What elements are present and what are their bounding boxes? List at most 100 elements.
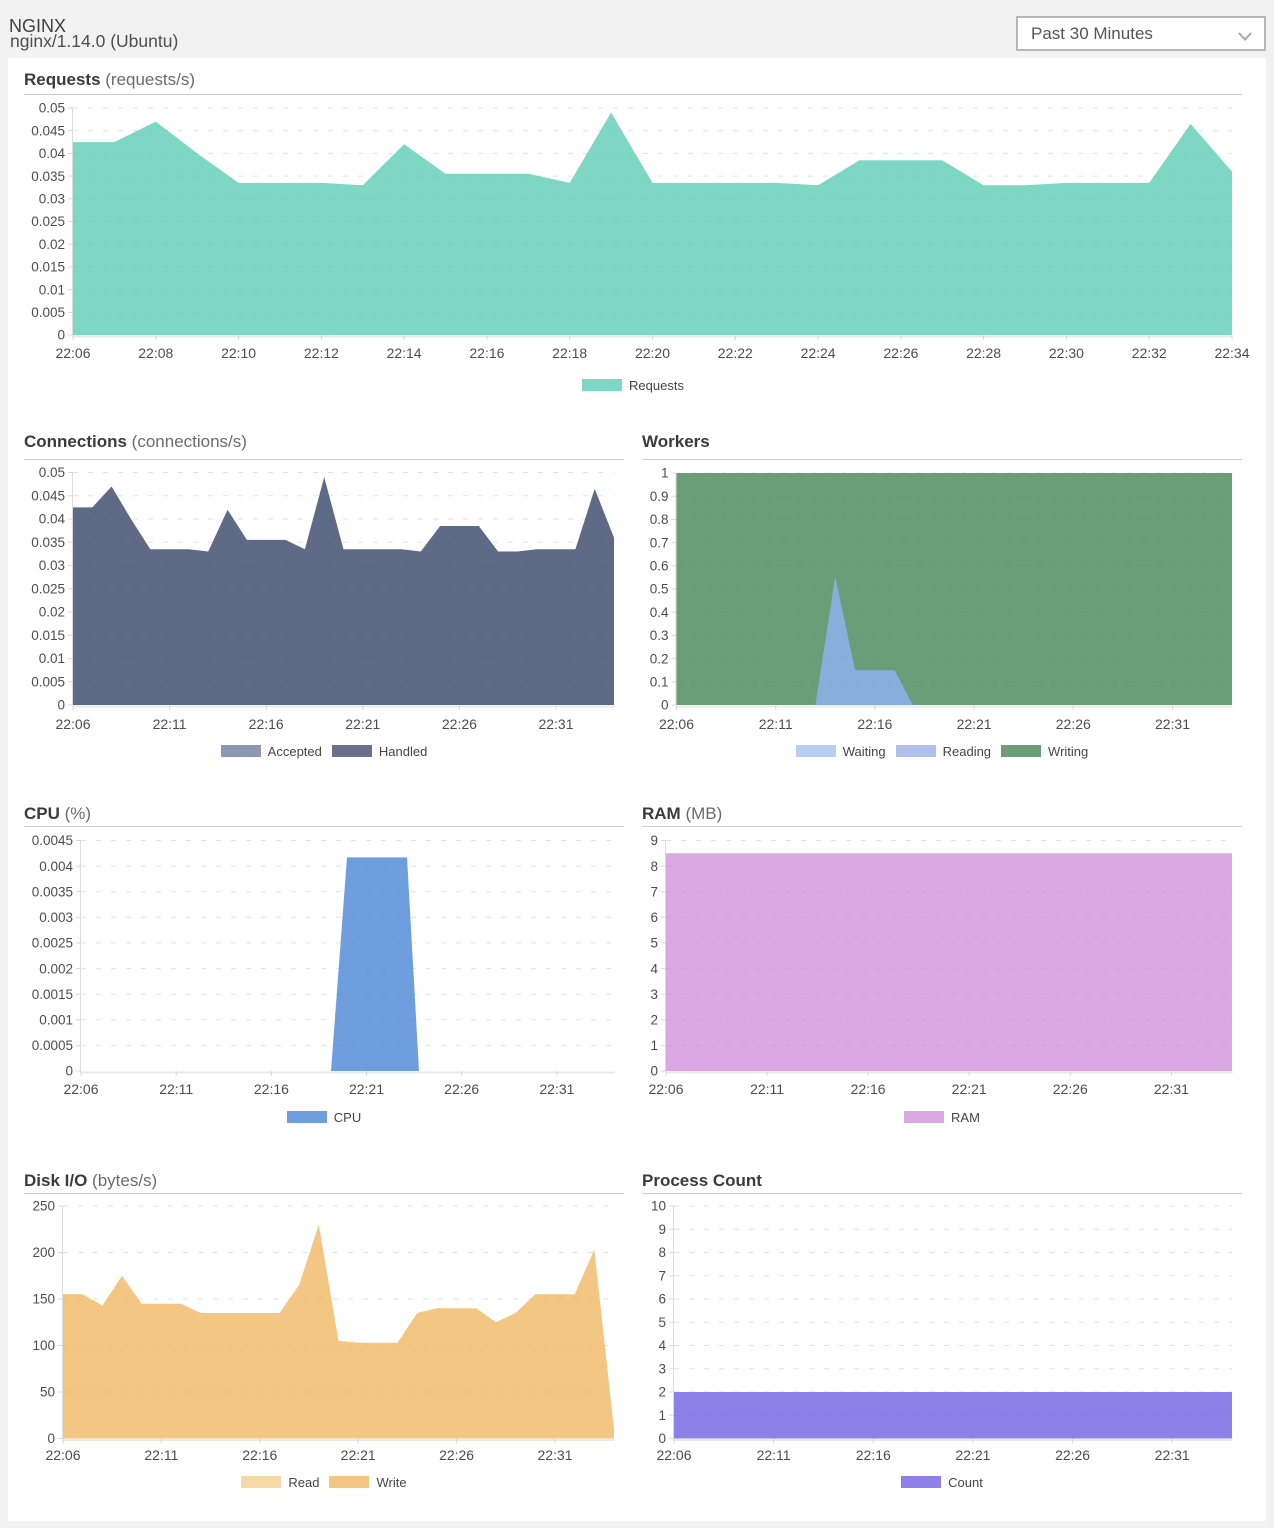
svg-text:22:11: 22:11: [159, 1081, 193, 1097]
svg-text:22:34: 22:34: [1214, 345, 1249, 361]
svg-text:0.002: 0.002: [39, 961, 73, 976]
svg-text:0.8: 0.8: [650, 512, 669, 527]
svg-text:22:26: 22:26: [442, 716, 477, 732]
svg-text:2: 2: [650, 1013, 658, 1028]
svg-text:22:11: 22:11: [750, 1081, 784, 1097]
svg-text:5: 5: [650, 936, 658, 951]
svg-text:22:21: 22:21: [955, 1447, 990, 1463]
svg-text:4: 4: [650, 961, 658, 976]
svg-text:0.05: 0.05: [39, 101, 65, 116]
svg-text:22:22: 22:22: [718, 345, 753, 361]
svg-text:0.6: 0.6: [650, 559, 669, 574]
svg-text:0.9: 0.9: [650, 489, 669, 504]
svg-text:22:06: 22:06: [55, 345, 90, 361]
svg-text:0.0035: 0.0035: [32, 884, 73, 899]
svg-text:3: 3: [650, 987, 658, 1002]
svg-text:0: 0: [650, 1064, 658, 1079]
svg-text:0.0025: 0.0025: [32, 936, 73, 951]
svg-text:10: 10: [651, 1199, 666, 1214]
svg-text:22:06: 22:06: [659, 716, 694, 732]
svg-text:0.2: 0.2: [650, 651, 669, 666]
svg-text:0: 0: [47, 1431, 55, 1446]
svg-text:22:26: 22:26: [439, 1447, 474, 1463]
svg-text:0.0015: 0.0015: [32, 987, 73, 1002]
svg-text:22:26: 22:26: [883, 345, 918, 361]
svg-text:1: 1: [658, 1408, 666, 1423]
svg-text:0.004: 0.004: [39, 859, 73, 874]
svg-text:3: 3: [658, 1362, 666, 1377]
svg-text:22:21: 22:21: [345, 716, 380, 732]
svg-text:0.04: 0.04: [39, 146, 66, 161]
svg-text:1: 1: [650, 1038, 658, 1053]
svg-text:7: 7: [658, 1269, 666, 1284]
svg-text:22:06: 22:06: [55, 716, 90, 732]
svg-text:200: 200: [32, 1245, 55, 1260]
svg-text:22:06: 22:06: [45, 1447, 80, 1463]
svg-text:22:11: 22:11: [144, 1447, 178, 1463]
svg-text:250: 250: [32, 1199, 55, 1214]
svg-text:0: 0: [57, 328, 65, 343]
svg-text:100: 100: [32, 1338, 55, 1353]
svg-text:0: 0: [57, 698, 65, 713]
svg-text:6: 6: [658, 1292, 666, 1307]
svg-text:22:10: 22:10: [221, 345, 256, 361]
svg-text:0.045: 0.045: [31, 488, 65, 503]
svg-text:0.035: 0.035: [31, 535, 65, 550]
svg-text:22:24: 22:24: [801, 345, 836, 361]
svg-text:0.005: 0.005: [31, 675, 65, 690]
svg-text:0.7: 0.7: [650, 535, 669, 550]
svg-text:0.5: 0.5: [650, 582, 669, 597]
svg-text:8: 8: [658, 1245, 666, 1260]
svg-text:22:06: 22:06: [648, 1081, 683, 1097]
svg-text:0.025: 0.025: [31, 582, 65, 597]
svg-text:0.015: 0.015: [31, 628, 65, 643]
svg-text:5: 5: [658, 1315, 666, 1330]
svg-text:22:31: 22:31: [1155, 1447, 1190, 1463]
svg-text:22:11: 22:11: [757, 1447, 791, 1463]
svg-text:22:16: 22:16: [851, 1081, 886, 1097]
svg-text:0.03: 0.03: [39, 558, 65, 573]
svg-text:0.3: 0.3: [650, 628, 669, 643]
svg-text:9: 9: [650, 833, 658, 848]
svg-text:22:16: 22:16: [242, 1447, 277, 1463]
svg-text:0.1: 0.1: [650, 675, 669, 690]
svg-text:0.001: 0.001: [39, 1013, 73, 1028]
svg-text:22:31: 22:31: [539, 1081, 574, 1097]
svg-text:0.035: 0.035: [31, 169, 65, 184]
svg-text:22:21: 22:21: [349, 1081, 384, 1097]
svg-text:0.0045: 0.0045: [32, 833, 73, 848]
svg-text:0: 0: [658, 1431, 666, 1446]
svg-text:22:11: 22:11: [759, 716, 793, 732]
svg-text:0: 0: [661, 698, 669, 713]
svg-text:9: 9: [658, 1222, 666, 1237]
svg-text:22:26: 22:26: [444, 1081, 479, 1097]
svg-text:22:06: 22:06: [63, 1081, 98, 1097]
svg-text:50: 50: [40, 1385, 55, 1400]
svg-text:1: 1: [661, 466, 669, 481]
svg-text:0.015: 0.015: [31, 260, 65, 275]
svg-text:2: 2: [658, 1385, 666, 1400]
svg-text:22:32: 22:32: [1132, 345, 1167, 361]
svg-text:4: 4: [658, 1338, 666, 1353]
svg-text:0.003: 0.003: [39, 910, 73, 925]
svg-text:0.05: 0.05: [39, 465, 65, 480]
svg-text:7: 7: [650, 884, 658, 899]
svg-text:0.04: 0.04: [39, 512, 66, 527]
svg-text:22:16: 22:16: [249, 716, 284, 732]
svg-text:0.0005: 0.0005: [32, 1038, 73, 1053]
svg-text:0.01: 0.01: [39, 282, 65, 297]
svg-text:22:16: 22:16: [857, 716, 892, 732]
svg-text:22:28: 22:28: [966, 345, 1001, 361]
svg-text:22:16: 22:16: [856, 1447, 891, 1463]
svg-text:22:16: 22:16: [254, 1081, 289, 1097]
svg-text:8: 8: [650, 859, 658, 874]
svg-text:22:20: 22:20: [635, 345, 670, 361]
svg-text:22:26: 22:26: [1053, 1081, 1088, 1097]
svg-text:150: 150: [32, 1292, 55, 1307]
svg-text:22:14: 22:14: [387, 345, 422, 361]
svg-text:0.02: 0.02: [39, 237, 65, 252]
svg-text:0.025: 0.025: [31, 214, 65, 229]
svg-text:0.01: 0.01: [39, 651, 65, 666]
svg-text:0.03: 0.03: [39, 192, 65, 207]
svg-text:22:31: 22:31: [1155, 716, 1190, 732]
